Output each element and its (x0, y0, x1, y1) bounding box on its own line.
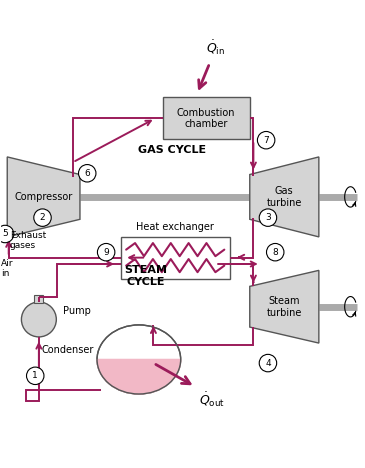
Circle shape (259, 209, 277, 227)
Text: STEAM
CYCLE: STEAM CYCLE (124, 265, 168, 286)
Polygon shape (7, 157, 80, 237)
Text: 8: 8 (272, 248, 278, 256)
Circle shape (27, 367, 44, 385)
Polygon shape (250, 271, 319, 343)
Circle shape (97, 243, 115, 261)
Text: Condenser: Condenser (41, 345, 93, 355)
Text: 1: 1 (32, 371, 38, 380)
Text: 7: 7 (263, 136, 269, 145)
FancyBboxPatch shape (162, 97, 250, 139)
FancyBboxPatch shape (121, 237, 230, 278)
Text: Combustion
chamber: Combustion chamber (177, 108, 235, 129)
Text: 9: 9 (103, 248, 109, 256)
Text: Air
in: Air in (1, 259, 13, 278)
Ellipse shape (97, 325, 181, 394)
Text: Gas
turbine: Gas turbine (266, 186, 302, 208)
Polygon shape (250, 157, 319, 237)
Text: 3: 3 (265, 213, 271, 222)
Text: Pump: Pump (62, 307, 91, 316)
Circle shape (22, 302, 56, 337)
Circle shape (266, 243, 284, 261)
Text: Compressor: Compressor (15, 192, 73, 202)
FancyBboxPatch shape (34, 295, 43, 303)
Circle shape (0, 225, 14, 243)
Text: 6: 6 (84, 169, 90, 178)
Text: Exhaust
gases: Exhaust gases (10, 231, 46, 250)
Circle shape (78, 165, 96, 182)
Circle shape (257, 132, 275, 149)
Text: $\dot{Q}_{\mathrm{out}}$: $\dot{Q}_{\mathrm{out}}$ (199, 390, 225, 409)
Circle shape (259, 354, 277, 372)
Text: 4: 4 (265, 358, 271, 367)
Polygon shape (97, 359, 181, 394)
Circle shape (34, 209, 51, 227)
Text: Steam
turbine: Steam turbine (266, 296, 302, 317)
Text: GAS CYCLE: GAS CYCLE (138, 146, 205, 155)
Text: 5: 5 (2, 229, 8, 239)
Text: Heat exchanger: Heat exchanger (136, 222, 214, 233)
Text: $\dot{Q}_{\mathrm{in}}$: $\dot{Q}_{\mathrm{in}}$ (205, 39, 225, 58)
Text: 2: 2 (40, 213, 45, 222)
